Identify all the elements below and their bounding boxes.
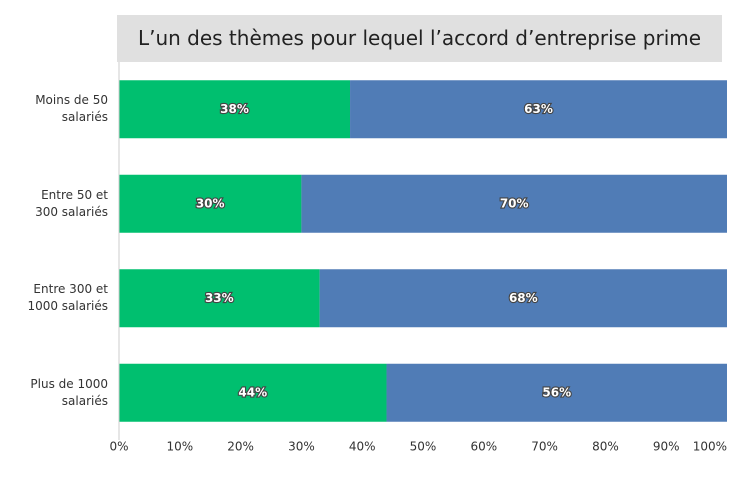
- y-tick-label: Plus de 1000 salariés: [30, 376, 108, 408]
- bar-segment: [119, 80, 351, 139]
- x-tick-label: 30%: [288, 440, 315, 454]
- labels: 38% 63% 30% 70% 33% 68% 44% 56%: [195, 101, 572, 401]
- value-label: 33%: [205, 291, 234, 305]
- y-tick-label: Moins de 50 salariés: [35, 93, 108, 125]
- y-tick-label: Entre 50 et 300 salariés: [35, 187, 108, 219]
- value-label: 30%: [196, 196, 225, 210]
- bar-segment: [119, 174, 302, 233]
- x-tick-label: 60%: [470, 440, 497, 454]
- bar-segment: [319, 269, 727, 328]
- value-label: 56%: [542, 385, 571, 399]
- x-tick-label: 40%: [349, 440, 376, 454]
- x-tick-label: 70%: [531, 440, 558, 454]
- bar-segment: [301, 174, 727, 233]
- value-label: 70%: [500, 196, 529, 210]
- x-tick-label: 20%: [227, 440, 254, 454]
- value-label: 44%: [238, 385, 267, 399]
- x-tick-label: 50%: [410, 440, 437, 454]
- y-tick-label: Entre 300 et 1000 salariés: [27, 282, 108, 314]
- x-tick-label: 80%: [592, 440, 619, 454]
- bar-segment: [386, 363, 727, 422]
- bar-segment: [119, 269, 320, 328]
- plot: [119, 80, 727, 422]
- value-label: 38%: [220, 102, 249, 116]
- bar-segment: [119, 363, 387, 422]
- x-tick-label: 0%: [109, 440, 128, 454]
- value-label: 63%: [524, 102, 553, 116]
- x-tick-label: 90%: [653, 440, 680, 454]
- chart-title: L’un des thèmes pour lequel l’accord d’e…: [117, 15, 722, 62]
- x-tick-label: 10%: [166, 440, 193, 454]
- value-label: 68%: [509, 291, 538, 305]
- x-tick-label: 100%: [693, 440, 727, 454]
- bar-segment: [350, 80, 727, 139]
